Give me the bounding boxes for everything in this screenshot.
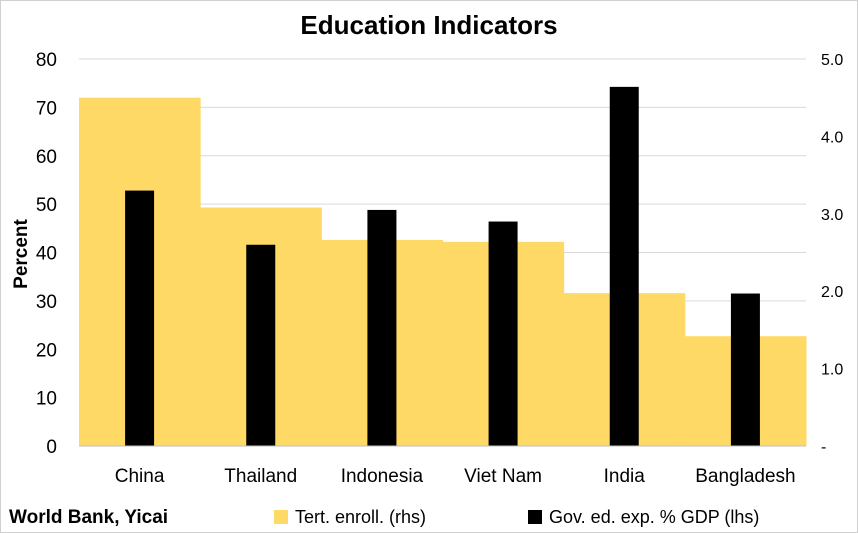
category-label: Viet Nam: [464, 466, 542, 487]
legend-label-spending: Gov. ed. exp. % GDP (lhs): [549, 507, 759, 527]
spending-bar: [609, 86, 639, 446]
axes: 0 10 20 30 40 50 60 70 80 - 1.0 2.0 3.0 4.0 5.0 China Th…: [36, 50, 843, 487]
y-axis-label: Percent: [11, 218, 32, 288]
legend-swatch-enrollment: [274, 510, 288, 524]
category-label: Bangladesh: [695, 466, 795, 487]
y-tick-label: 20: [36, 340, 57, 361]
y-tick-label: 40: [36, 244, 57, 265]
y-tick-label: 30: [36, 292, 57, 313]
y2-tick-label: 5.0: [821, 52, 843, 69]
spending-bar: [246, 244, 276, 446]
y2-tick-label: 2.0: [821, 284, 843, 301]
y-tick-label: 70: [36, 98, 57, 119]
y-tick-label: 60: [36, 147, 57, 168]
y2-tick-label: 1.0: [821, 362, 843, 379]
category-label: Thailand: [224, 466, 297, 487]
y2-tick-label: 3.0: [821, 207, 843, 224]
spending-bar: [125, 190, 155, 446]
spending-bar: [488, 221, 518, 446]
category-label: India: [604, 466, 646, 487]
spending-bar: [730, 293, 760, 446]
y-tick-label: 50: [36, 195, 57, 216]
y-tick-label: 0: [46, 437, 57, 458]
y2-tick-label: 4.0: [821, 129, 843, 146]
legend-label-enrollment: Tert. enroll. (rhs): [295, 507, 426, 527]
legend-swatch-spending: [528, 510, 542, 524]
spending-bar: [367, 209, 397, 446]
legend: Tert. enroll. (rhs) Gov. ed. exp. % GDP …: [274, 507, 759, 527]
y2-tick-label: -: [821, 439, 826, 456]
y-tick-label: 10: [36, 389, 57, 410]
source-note: World Bank, Yicai: [9, 507, 168, 528]
spending-bars: [125, 86, 760, 446]
y-tick-label: 80: [36, 50, 57, 71]
category-label: China: [115, 466, 165, 487]
enrollment-area: [79, 97, 807, 446]
chart-title: Education Indicators: [300, 10, 557, 40]
category-label: Indonesia: [341, 466, 424, 487]
